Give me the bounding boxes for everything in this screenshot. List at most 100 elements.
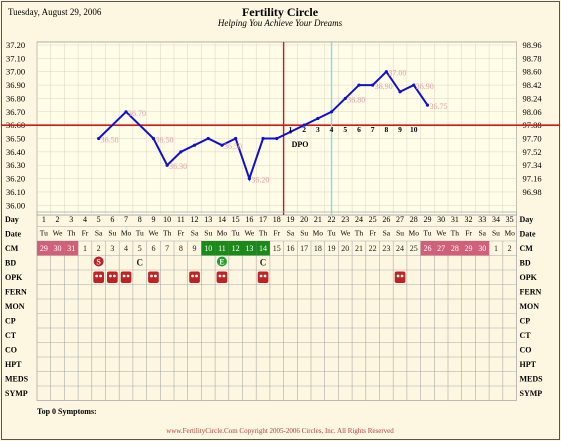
bd-heart-icon <box>189 271 200 283</box>
date-number: 20 <box>341 244 349 253</box>
date-number: 10 <box>204 244 212 253</box>
weekday-label: We <box>53 229 63 238</box>
day-number: 20 <box>300 215 308 224</box>
day-number: 1 <box>42 215 46 224</box>
day-number: 15 <box>232 215 240 224</box>
row-label-right: Day <box>520 215 534 224</box>
y-right-tick-label: 97.52 <box>523 147 542 157</box>
weekday-label: Sa <box>95 229 103 238</box>
y-right-tick-label: 96.98 <box>523 187 542 197</box>
row-label-right: SYMP <box>520 389 543 398</box>
date-number: 14 <box>259 244 267 253</box>
chart-subtitle: Helping You Achieve Your Dreams <box>217 18 343 28</box>
bd-heart-icon-dot <box>112 274 116 278</box>
row-label-right: CO <box>520 346 532 355</box>
date-number: 19 <box>328 244 336 253</box>
y-left-tick-label: 36.50 <box>6 134 25 144</box>
day-number: 11 <box>177 215 185 224</box>
y-left-tick-label: 36.70 <box>6 107 25 117</box>
day-number: 32 <box>465 215 473 224</box>
day-number: 26 <box>382 215 390 224</box>
date-number: 4 <box>124 244 128 253</box>
row-label-right: MON <box>520 302 540 311</box>
weekday-label: Th <box>67 229 76 238</box>
row-label-right: OPK <box>520 273 538 282</box>
weekday-label: Mo <box>217 229 228 238</box>
y-left-tick-label: 37.20 <box>6 40 25 50</box>
top-symptoms-label: Top 0 Symptoms: <box>37 407 97 416</box>
date-number: 30 <box>478 244 486 253</box>
bd-heart-icon-dot <box>396 274 400 278</box>
bd-heart-icon-dot <box>195 274 198 278</box>
day-number: 31 <box>451 215 459 224</box>
weekday-label: Th <box>355 229 364 238</box>
temperature-point <box>247 177 251 181</box>
temperature-point <box>371 83 375 87</box>
temperature-data-label: 36.75 <box>429 102 447 111</box>
day-number: 30 <box>437 215 445 224</box>
date-number: 6 <box>151 244 155 253</box>
row-label-right: CT <box>520 331 532 340</box>
date-number: 21 <box>355 244 363 253</box>
day-number: 14 <box>218 215 226 224</box>
weekday-label: Tu <box>328 229 336 238</box>
y-left-tick-label: 36.30 <box>6 160 25 170</box>
temperature-point <box>384 70 388 74</box>
date-number: 2 <box>508 244 512 253</box>
date-number: 23 <box>382 244 390 253</box>
date-cell-highlight <box>256 241 270 256</box>
day-number: 2 <box>56 215 60 224</box>
bd-heart-icon-dot <box>263 274 267 278</box>
dpo-number: 4 <box>330 125 334 134</box>
bd-heart-icon <box>148 271 159 283</box>
weekday-label: Sa <box>479 229 487 238</box>
temperature-data-label: 36.90 <box>416 82 434 91</box>
date-cell-highlight <box>475 241 490 256</box>
bd-heart-icon-dot <box>222 274 226 278</box>
temperature-point <box>179 150 183 154</box>
row-label: FERN <box>5 288 27 297</box>
date-number: 28 <box>451 244 459 253</box>
date-number: 30 <box>54 244 62 253</box>
date-cell-highlight <box>50 241 65 256</box>
weekday-label: Su <box>300 229 308 238</box>
temperature-point <box>234 136 238 141</box>
y-right-tick-label: 97.16 <box>523 174 542 184</box>
bd-heart-icon-dot <box>126 274 130 278</box>
bd-heart-icon-dot <box>191 274 194 278</box>
bd-heart-icon-dot <box>122 274 126 278</box>
weekday-label: We <box>149 229 159 238</box>
row-label: Date <box>5 230 21 239</box>
copyright-footer: www.FertilityCircle.Com Copyright 2005-2… <box>166 427 394 435</box>
y-left-tick-label: 37.00 <box>6 67 25 77</box>
dpo-number: 7 <box>371 125 375 134</box>
row-label-right: FERN <box>520 288 542 297</box>
weekday-label: Sa <box>383 229 391 238</box>
weekday-label: Mo <box>313 229 324 238</box>
day-number: 5 <box>97 215 101 224</box>
bd-heart-icon-dot <box>99 274 103 278</box>
row-label: OPK <box>5 273 23 282</box>
row-label-right: HPT <box>520 360 537 369</box>
date-number: 22 <box>369 244 377 253</box>
date-cell-highlight <box>37 241 51 256</box>
y-right-tick-label: 98.78 <box>523 53 542 63</box>
temperature-point <box>412 83 416 87</box>
day-number: 23 <box>341 215 349 224</box>
date-number: 17 <box>300 244 308 253</box>
day-number: 35 <box>506 215 514 224</box>
day-number: 3 <box>69 215 73 224</box>
cervical-mucus-badge <box>92 255 105 268</box>
y-left-tick-label: 36.00 <box>6 200 25 210</box>
bd-heart-icon <box>107 271 118 283</box>
row-label: BD <box>5 259 16 268</box>
temperature-point <box>425 103 430 107</box>
plot-area <box>36 41 517 216</box>
weekday-label: Su <box>396 229 404 238</box>
weekday-label: Sa <box>287 229 295 238</box>
temperature-data-label: 36.80 <box>347 95 365 104</box>
day-number: 16 <box>245 215 253 224</box>
y-left-tick-label: 36.90 <box>6 80 25 90</box>
date-number: 15 <box>273 244 281 253</box>
